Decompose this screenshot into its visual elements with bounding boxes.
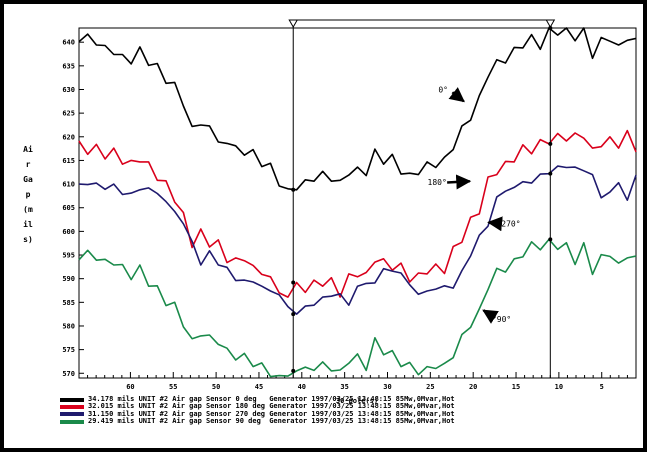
x-tick-label: 60	[126, 383, 134, 391]
x-tick-label: 20	[469, 383, 477, 391]
x-tick-label: 30	[383, 383, 391, 391]
cursor-marker[interactable]	[545, 19, 556, 29]
legend-text: 29.419 mils UNIT #2 Air gap Sensor 90 de…	[88, 416, 455, 425]
x-tick-label: 35	[340, 383, 348, 391]
annotations: 0° 180° 270° 90°	[428, 85, 521, 324]
legend-text: 34.178 mils UNIT #2 Air gap Sensor 0 deg…	[88, 395, 455, 403]
cursor-marker[interactable]	[288, 19, 299, 29]
series-annotation: 270°	[501, 220, 520, 229]
legend-item-90deg: 29.419 mils UNIT #2 Air gap Sensor 90 de…	[60, 416, 455, 425]
x-tick-label: 55	[169, 383, 177, 391]
series-line	[78, 238, 637, 378]
y-tick-label: 635	[62, 62, 75, 70]
cursor-point	[548, 141, 553, 146]
y-tick-label: 620	[62, 133, 75, 141]
legend-swatch	[60, 397, 84, 402]
annotation-arrow	[487, 216, 503, 232]
x-tick-label: 50	[212, 383, 220, 391]
y-tick-label: 600	[62, 228, 75, 236]
legend-item-0deg: 34.178 mils UNIT #2 Air gap Sensor 0 deg…	[60, 395, 455, 403]
cursor-point	[291, 312, 296, 317]
series-line	[78, 129, 637, 298]
x-tick-label: 10	[555, 383, 563, 391]
x-tick-label: 15	[512, 383, 520, 391]
legend-text: 32.015 mils UNIT #2 Air gap Sensor 180 d…	[88, 402, 455, 411]
y-tick-label: 570	[62, 370, 75, 378]
y-tick-label: 610	[62, 181, 75, 189]
series-lines	[78, 27, 637, 378]
series-line	[78, 165, 637, 315]
y-tick-label: 640	[62, 39, 75, 47]
y-tick-label: 595	[62, 252, 75, 260]
cursor-point	[548, 237, 553, 242]
series-annotation: 90°	[497, 315, 511, 324]
legend-swatch	[60, 404, 84, 409]
legend: 34.178 mils UNIT #2 Air gap Sensor 0 deg…	[60, 395, 455, 425]
series-line	[78, 27, 637, 191]
y-axis-ticks: 640 635 630 625 620 615 610 605 600 595 590 585 580 5…	[62, 39, 84, 378]
y-tick-label: 615	[62, 157, 75, 165]
x-axis-label: 30 pole(s)	[336, 397, 378, 405]
series-annotation: 0°	[438, 85, 448, 94]
annotation-arrow	[448, 87, 465, 103]
y-tick-label: 575	[62, 346, 75, 354]
y-axis-label: Air Gap (mils)	[23, 145, 36, 244]
series-annotation: 180°	[428, 178, 447, 187]
x-tick-label: 5	[600, 383, 604, 391]
legend-swatch	[60, 419, 84, 424]
annotation-arrow	[447, 174, 472, 190]
y-tick-label: 605	[62, 204, 75, 212]
y-tick-label: 590	[62, 275, 75, 283]
x-tick-label: 25	[426, 383, 434, 391]
cursor-lines[interactable]	[288, 19, 556, 378]
legend-text: 31.150 mils UNIT #2 Air gap Sensor 270 d…	[88, 409, 455, 418]
cursor-point	[291, 368, 296, 373]
y-tick-label: 580	[62, 322, 75, 330]
x-tick-label: 40	[298, 383, 306, 391]
legend-swatch	[60, 412, 84, 417]
cursor-point	[291, 280, 296, 285]
y-tick-label: 630	[62, 86, 75, 94]
legend-item-270deg: 31.150 mils UNIT #2 Air gap Sensor 270 d…	[60, 409, 455, 418]
x-axis-ticks: 60 55 50 45 40 35 30 25 20 15 10 5	[78, 372, 637, 391]
x-tick-label: 45	[255, 383, 263, 391]
annotation-arrow	[482, 309, 499, 324]
cursor-point	[548, 171, 553, 176]
cursor-point	[548, 26, 553, 30]
y-tick-label: 585	[62, 299, 75, 307]
plot-area	[78, 27, 637, 379]
legend-item-180deg: 32.015 mils UNIT #2 Air gap Sensor 180 d…	[60, 402, 455, 411]
cursor-point	[291, 187, 296, 192]
y-tick-label: 625	[62, 110, 75, 118]
